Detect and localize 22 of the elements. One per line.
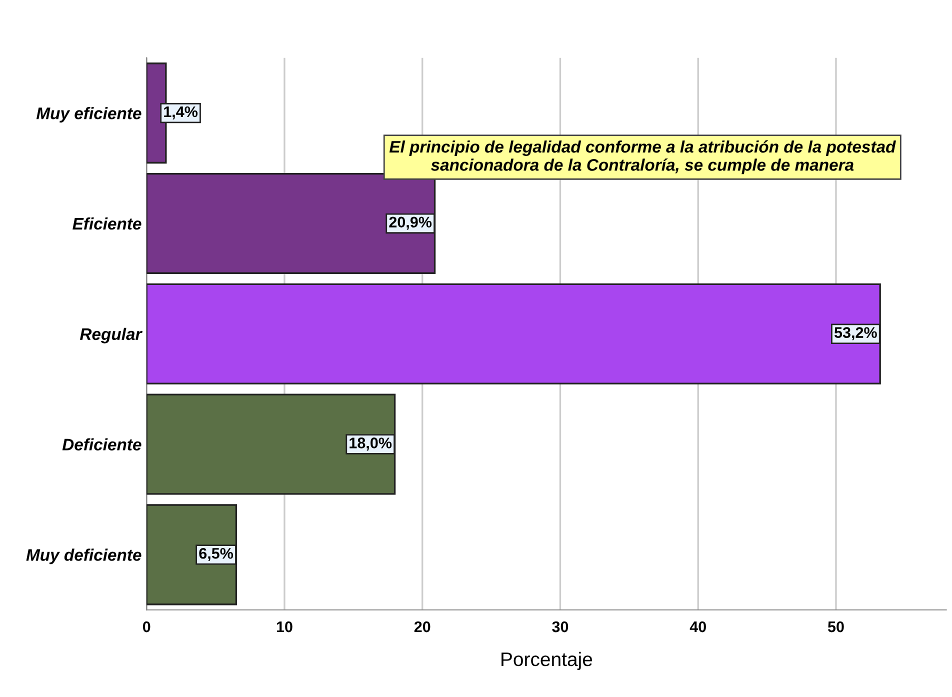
data-label: 6,5% xyxy=(199,548,234,561)
text: El principio de legalidad conforme a la atribución de la potestad sancionadora de la Contraloría, se cumple de manera xyxy=(389,140,896,174)
x-axis-title: Porcentaje xyxy=(502,652,592,670)
y-tick-label: Eficiente xyxy=(72,217,142,230)
bar xyxy=(146,504,238,606)
x-tick-label: 0 xyxy=(142,621,150,632)
x-tick-label: 10 xyxy=(276,621,292,632)
y-tick-label: Regular xyxy=(80,328,143,344)
bar xyxy=(146,394,396,495)
y-tick-label: Muy deficiente xyxy=(26,548,142,564)
x-tick-label: 20 xyxy=(414,621,430,632)
bar xyxy=(146,283,881,384)
x-tick-label: 50 xyxy=(828,621,844,632)
data-label: 18,0% xyxy=(350,438,392,451)
data-label: 20,9% xyxy=(389,216,432,230)
x-tick-label: 40 xyxy=(690,621,706,632)
x-tick-label: 30 xyxy=(552,621,568,632)
y-tick-label: Muy eficiente xyxy=(36,107,142,123)
data-label: 1,4% xyxy=(164,106,198,120)
bar xyxy=(146,172,436,274)
data-label: 53,2% xyxy=(834,327,877,340)
y-tick-label: Deficiente xyxy=(62,438,142,450)
